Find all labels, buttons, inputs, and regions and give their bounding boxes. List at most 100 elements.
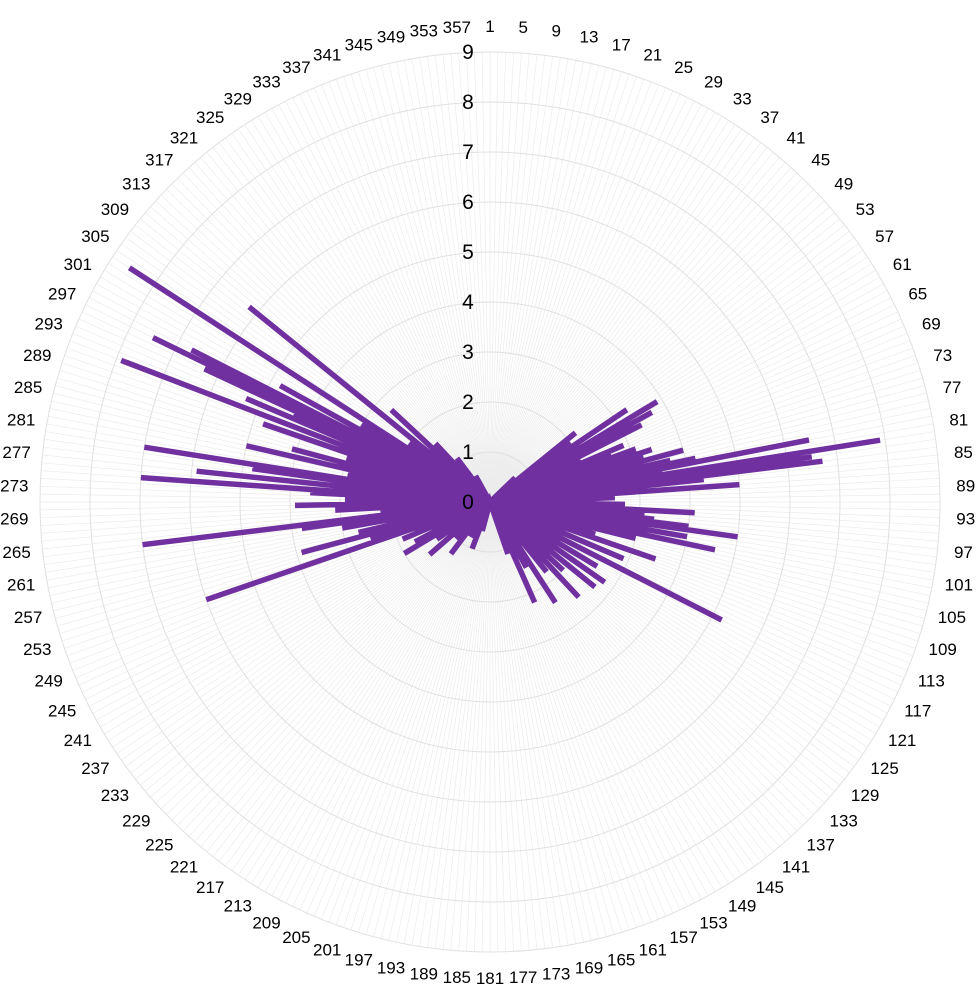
category-tick-label: 57 xyxy=(875,227,894,246)
category-tick-label: 253 xyxy=(23,640,51,659)
grid-spoke xyxy=(244,124,491,503)
radial-tick-label: 1 xyxy=(462,441,474,464)
category-tick-label: 277 xyxy=(2,443,30,462)
category-tick-label: 241 xyxy=(64,731,92,750)
grid-spoke xyxy=(489,200,825,503)
grid-spoke xyxy=(350,73,491,503)
grid-spoke xyxy=(194,501,491,842)
category-tick-label: 257 xyxy=(14,608,42,627)
grid-spoke xyxy=(388,501,491,941)
category-tick-label: 249 xyxy=(35,671,63,690)
grid-spoke xyxy=(489,147,768,503)
grid-spoke xyxy=(238,128,491,503)
radial-tick-label: 0 xyxy=(462,491,474,514)
grid-spoke xyxy=(489,189,814,503)
radial-tick-label: 9 xyxy=(462,41,474,64)
category-tick-label: 109 xyxy=(929,640,957,659)
category-tick-label: 25 xyxy=(674,58,693,77)
grid-spoke xyxy=(373,501,491,937)
category-tick-label: 1 xyxy=(485,17,494,36)
grid-spoke xyxy=(489,501,645,926)
chart-series xyxy=(120,265,881,623)
category-tick-label: 221 xyxy=(170,858,198,877)
grid-spoke xyxy=(251,120,491,503)
grid-spoke xyxy=(489,501,652,923)
grid-spoke xyxy=(489,87,667,503)
grid-spoke xyxy=(489,97,688,503)
category-tick-label: 5 xyxy=(518,18,527,37)
grid-spoke xyxy=(489,112,716,503)
grid-spoke xyxy=(466,52,491,503)
category-tick-label: 125 xyxy=(870,759,898,778)
category-tick-label: 121 xyxy=(888,731,916,750)
grid-spoke xyxy=(411,58,491,503)
category-tick-label: 329 xyxy=(224,89,252,108)
category-tick-label: 189 xyxy=(410,964,438,983)
grid-spoke xyxy=(380,501,491,939)
grid-spoke xyxy=(489,108,709,503)
category-tick-label: 105 xyxy=(938,608,966,627)
category-tick-label: 273 xyxy=(0,476,28,495)
grid-spoke xyxy=(489,52,507,503)
grid-spoke xyxy=(489,63,592,503)
grid-spoke xyxy=(489,501,530,951)
grid-spoke xyxy=(396,61,491,503)
category-tick-label: 193 xyxy=(377,959,405,978)
category-tick-label: 325 xyxy=(196,108,224,127)
category-tick-label: 213 xyxy=(224,897,252,916)
category-tick-label: 181 xyxy=(476,969,504,987)
radial-tick-labels: 0 1 2 3 4 5 6 7 8 9 xyxy=(462,41,474,514)
radial-tick-label: 7 xyxy=(462,141,474,164)
category-tick-label: 41 xyxy=(787,128,806,147)
grid-spoke xyxy=(489,78,645,503)
category-tick-label: 145 xyxy=(756,878,784,897)
grid-spoke xyxy=(481,52,491,503)
grid-spoke xyxy=(489,53,522,503)
category-tick-label: 357 xyxy=(443,18,471,37)
grid-spoke xyxy=(489,60,577,503)
grid-spoke xyxy=(489,61,584,503)
grid-spoke xyxy=(489,157,780,503)
grid-ring xyxy=(189,201,791,803)
grid-spoke xyxy=(244,501,491,880)
grid-spoke xyxy=(489,501,592,941)
category-tick-label: 313 xyxy=(122,175,150,194)
grid-spoke xyxy=(130,501,491,774)
grid-spoke xyxy=(343,76,491,503)
grid-spoke xyxy=(489,116,723,503)
grid-ring xyxy=(139,151,841,853)
grid-spoke xyxy=(251,501,491,884)
grid-spoke xyxy=(473,501,491,952)
category-tick-label: 153 xyxy=(699,913,727,932)
grid-spoke xyxy=(380,65,491,503)
grid-spoke xyxy=(218,501,491,862)
grid-spoke xyxy=(125,501,491,767)
category-tick-label: 217 xyxy=(196,878,224,897)
category-tick-label: 333 xyxy=(252,73,280,92)
category-tick-label: 45 xyxy=(811,151,830,170)
grid-spoke xyxy=(489,58,569,503)
category-tick-label: 97 xyxy=(954,543,973,562)
category-tick-label: 141 xyxy=(782,858,810,877)
grid-spoke xyxy=(403,60,491,503)
category-tick-label: 93 xyxy=(956,510,975,529)
category-tick-label: 205 xyxy=(282,928,310,947)
category-tick-label: 337 xyxy=(282,58,310,77)
grid-spoke xyxy=(321,501,491,920)
category-tick-label: 117 xyxy=(904,702,931,721)
category-tick-label: 77 xyxy=(942,378,961,397)
grid-spoke xyxy=(358,71,491,503)
category-tick-label: 53 xyxy=(856,200,875,219)
grid-spoke xyxy=(343,501,491,928)
grid-spoke xyxy=(335,78,491,503)
grid-spoke xyxy=(292,97,491,503)
grid-spoke xyxy=(458,53,491,503)
grid-spoke xyxy=(489,152,774,503)
grid-spoke xyxy=(489,57,561,503)
grid-spoke xyxy=(489,133,749,503)
category-tick-label: 349 xyxy=(377,27,405,46)
category-tick-label: 261 xyxy=(7,576,35,595)
grid-spoke xyxy=(365,501,491,935)
radial-tick-label: 6 xyxy=(462,191,474,214)
